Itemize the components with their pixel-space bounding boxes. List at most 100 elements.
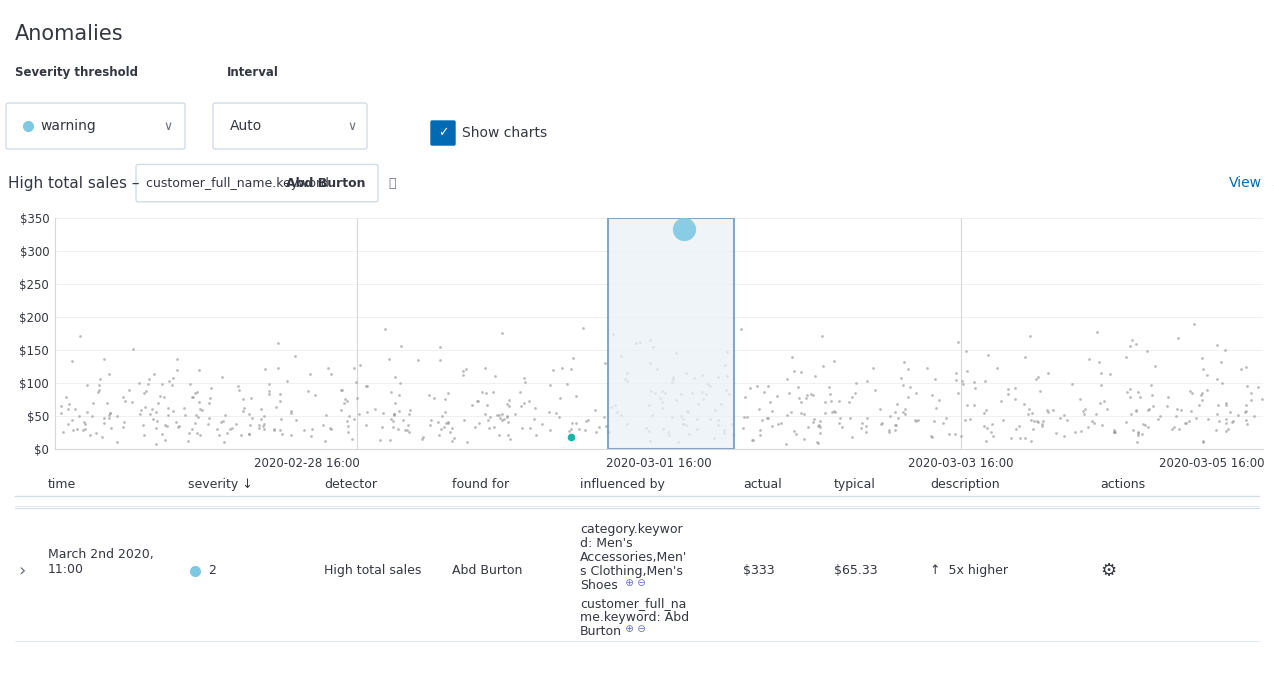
Point <box>484 371 505 382</box>
Point <box>389 390 409 401</box>
Point <box>719 388 739 399</box>
Point <box>671 388 692 399</box>
Point <box>749 403 769 414</box>
Point <box>762 406 782 417</box>
Point <box>1208 399 1228 410</box>
Point <box>1027 373 1047 384</box>
Point <box>558 425 578 436</box>
Point <box>1099 368 1120 379</box>
Point <box>1091 379 1111 390</box>
Point <box>344 363 364 374</box>
Point <box>767 391 787 402</box>
Point <box>964 377 985 388</box>
Point <box>1192 436 1213 447</box>
Point <box>185 417 205 428</box>
Point <box>69 410 89 422</box>
Point <box>595 421 615 432</box>
Point <box>786 428 806 439</box>
Point <box>578 414 599 425</box>
Point <box>219 424 240 435</box>
Point <box>76 407 97 418</box>
Point <box>1054 430 1074 442</box>
Point <box>601 401 622 413</box>
Point <box>957 399 977 410</box>
Point <box>977 349 998 360</box>
Point <box>899 381 920 392</box>
Point <box>1206 373 1227 384</box>
Point <box>947 375 967 386</box>
Point <box>155 434 176 445</box>
Point <box>698 379 719 390</box>
Point <box>492 415 512 426</box>
Point <box>147 438 167 449</box>
Point <box>1138 421 1158 432</box>
Point <box>254 418 274 429</box>
Point <box>299 368 320 379</box>
Point <box>1092 419 1112 430</box>
Point <box>199 398 219 409</box>
Point <box>963 399 984 410</box>
Point <box>806 436 827 447</box>
Point <box>177 436 197 447</box>
Text: Accessories,Men': Accessories,Men' <box>580 551 688 564</box>
Point <box>777 373 798 384</box>
Point <box>341 434 362 445</box>
Point <box>442 436 462 447</box>
Point <box>369 435 390 446</box>
Point <box>1215 345 1236 356</box>
Point <box>782 352 803 363</box>
Point <box>489 430 510 441</box>
Point <box>497 398 517 409</box>
Point <box>456 436 476 447</box>
Point <box>921 389 941 400</box>
Point <box>331 384 352 395</box>
Point <box>885 406 906 417</box>
Point <box>814 407 834 418</box>
Point <box>431 424 451 435</box>
Point <box>789 392 809 403</box>
Point <box>617 368 637 379</box>
Point <box>585 405 605 416</box>
Point <box>497 416 517 427</box>
Point <box>771 417 791 428</box>
Point <box>510 386 530 397</box>
Point <box>462 400 483 411</box>
Point <box>1028 417 1049 428</box>
Point <box>130 408 150 419</box>
Point <box>682 388 702 399</box>
Text: ⓘ: ⓘ <box>389 177 395 189</box>
Point <box>321 424 341 435</box>
Point <box>798 390 818 401</box>
Text: warning: warning <box>39 119 96 133</box>
Point <box>475 388 496 399</box>
Point <box>442 422 462 433</box>
Point <box>810 427 831 438</box>
Point <box>642 341 662 352</box>
Point <box>1105 427 1125 438</box>
Point <box>561 424 581 435</box>
Point <box>180 378 200 389</box>
Text: Severity threshold: Severity threshold <box>15 66 139 79</box>
Point <box>687 424 707 435</box>
Point <box>512 422 533 433</box>
Point <box>1171 405 1191 416</box>
Point <box>1122 424 1143 435</box>
Point <box>1029 386 1050 397</box>
Point <box>670 410 691 421</box>
Point <box>1010 433 1031 444</box>
Point <box>794 433 814 444</box>
Point <box>824 405 845 416</box>
Point <box>209 430 229 441</box>
Point <box>338 420 358 431</box>
Point <box>270 388 290 399</box>
Point <box>803 417 823 428</box>
Point <box>252 420 273 431</box>
Point <box>1089 357 1110 368</box>
Point <box>74 416 94 427</box>
Point <box>991 395 1012 406</box>
Point <box>130 404 150 415</box>
Point <box>238 428 259 439</box>
Point <box>76 379 97 390</box>
Point <box>1236 399 1256 410</box>
Point <box>1237 418 1257 429</box>
